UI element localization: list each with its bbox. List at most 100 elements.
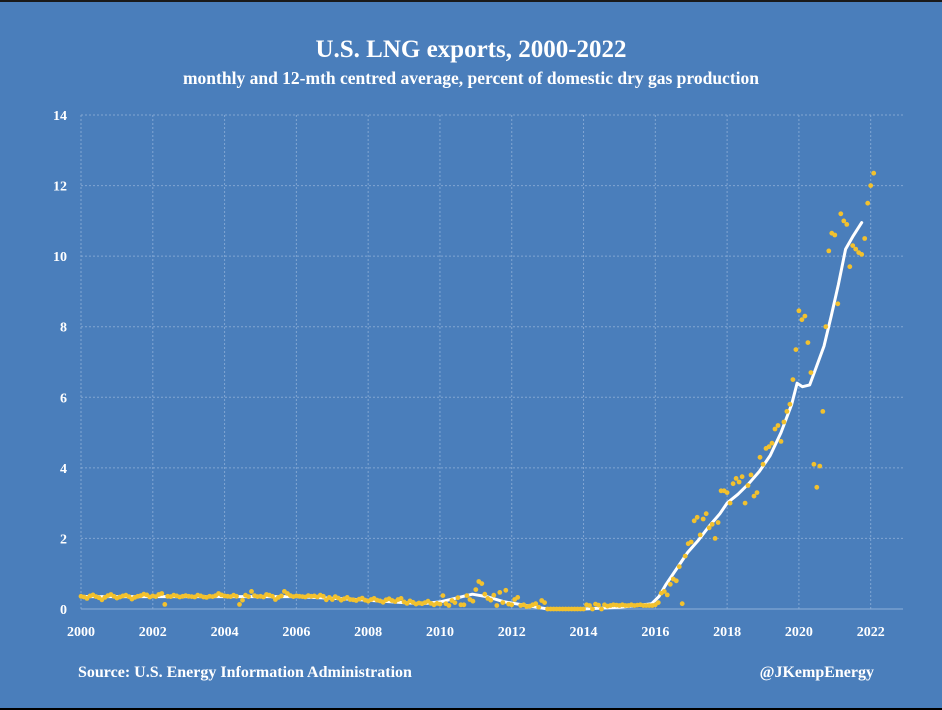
monthly-data-point	[246, 594, 251, 599]
monthly-data-point	[841, 218, 847, 224]
monthly-data-point	[751, 493, 757, 499]
monthly-data-point	[754, 490, 760, 495]
monthly-data-point	[769, 440, 775, 446]
monthly-data-point	[679, 601, 685, 607]
monthly-data-point	[694, 514, 700, 520]
monthly-data-point	[724, 490, 730, 495]
monthly-data-point	[838, 211, 844, 217]
monthly-data-point	[703, 511, 709, 517]
x-tick-label: 2008	[354, 625, 382, 640]
monthly-data-point	[509, 602, 515, 608]
monthly-data-point	[817, 463, 823, 469]
monthly-data-point	[473, 587, 479, 592]
monthly-data-point	[162, 602, 168, 607]
monthly-data-point	[712, 536, 718, 541]
monthly-data-point	[464, 593, 470, 598]
monthly-data-point	[682, 553, 688, 559]
monthly-data-point	[596, 602, 601, 608]
monthly-data-point	[515, 595, 521, 600]
author-credit: @JKempEnergy	[759, 664, 874, 681]
monthly-data-point	[844, 222, 850, 227]
monthly-data-point	[808, 370, 814, 375]
monthly-data-point	[853, 246, 859, 252]
monthly-data-point	[730, 481, 736, 487]
monthly-data-point	[793, 347, 799, 352]
monthly-data-point	[664, 592, 670, 598]
monthly-data-point	[533, 601, 539, 607]
monthly-data-point	[739, 474, 745, 480]
monthly-data-point	[587, 603, 592, 608]
monthly-data-point	[491, 592, 497, 598]
monthly-data-point	[536, 604, 542, 610]
y-tick-label: 4	[60, 462, 67, 477]
monthly-data-point	[329, 597, 335, 602]
monthly-data-point	[805, 340, 811, 345]
monthly-data-point	[784, 409, 790, 414]
monthly-data-point	[452, 600, 458, 605]
monthly-data-point	[871, 170, 877, 176]
monthly-data-point	[865, 200, 871, 206]
monthly-data-point	[826, 248, 832, 254]
monthly-data-point	[700, 516, 706, 522]
monthly-data-point	[667, 581, 673, 587]
monthly-data-point	[673, 578, 679, 584]
x-tick-label: 2018	[713, 625, 741, 640]
monthly-data-point	[497, 590, 503, 595]
monthly-data-point	[799, 317, 805, 323]
x-tick-label: 2002	[139, 625, 167, 640]
monthly-data-point	[745, 483, 751, 488]
monthly-data-point	[862, 236, 868, 241]
x-tick-label: 2020	[785, 625, 813, 640]
monthly-data-point	[440, 593, 446, 598]
monthly-data-point	[820, 409, 826, 414]
monthly-data-point	[697, 532, 703, 538]
monthly-data-point	[760, 461, 766, 467]
monthly-data-point	[772, 426, 778, 432]
monthly-data-point	[479, 581, 485, 586]
monthly-data-point	[500, 600, 506, 605]
monthly-data-point	[787, 401, 793, 407]
monthly-data-point	[599, 606, 604, 612]
monthly-data-point	[676, 564, 682, 570]
x-tick-label: 2022	[857, 625, 885, 640]
monthly-data-point	[706, 525, 712, 531]
chart-title: U.S. LNG exports, 2000-2022	[315, 36, 627, 63]
monthly-data-point	[781, 419, 787, 425]
monthly-data-point	[709, 521, 715, 527]
monthly-data-point	[814, 484, 820, 490]
series-line-12mth-average	[79, 221, 864, 611]
monthly-data-point	[234, 593, 239, 599]
monthly-data-point	[455, 595, 461, 601]
monthly-data-point	[488, 597, 494, 603]
monthly-data-point	[655, 600, 661, 605]
x-tick-label: 2010	[426, 625, 454, 640]
monthly-data-point	[494, 603, 500, 608]
monthly-data-point	[715, 520, 721, 525]
monthly-data-point	[790, 377, 796, 382]
monthly-data-point	[748, 472, 754, 478]
monthly-data-point	[778, 439, 784, 444]
monthly-data-point	[320, 593, 326, 599]
y-tick-label: 6	[60, 391, 67, 406]
monthly-data-point	[661, 589, 667, 594]
monthly-data-point	[859, 252, 865, 257]
monthly-data-point	[446, 603, 452, 608]
y-tick-label: 14	[53, 109, 67, 124]
monthly-data-point	[832, 232, 838, 238]
monthly-data-point	[775, 423, 781, 428]
monthly-data-point	[482, 591, 488, 597]
y-tick-label: 8	[60, 321, 67, 336]
monthly-data-point	[159, 591, 165, 596]
x-tick-label: 2006	[282, 625, 310, 640]
monthly-data-point	[470, 598, 476, 604]
chart-subtitle: monthly and 12-mth centred average, perc…	[182, 68, 759, 88]
monthly-data-point	[542, 600, 547, 605]
monthly-data-point	[240, 597, 245, 603]
monthly-data-point	[802, 313, 808, 319]
x-tick-label: 2012	[498, 625, 526, 640]
y-tick-label: 12	[53, 180, 67, 195]
monthly-data-point	[733, 476, 739, 481]
monthly-data-point	[237, 602, 242, 607]
